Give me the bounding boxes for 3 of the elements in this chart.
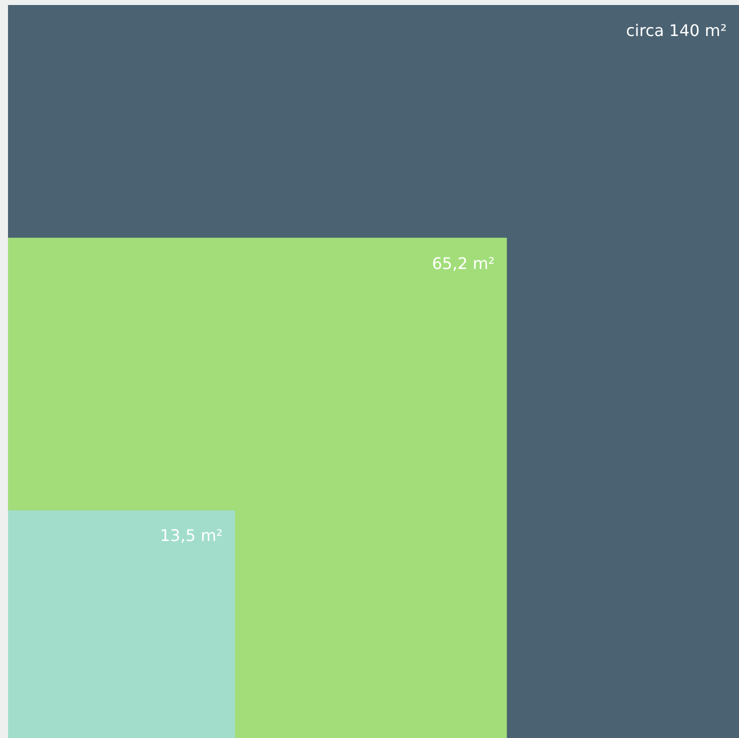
data-label: 13,5 m²	[160, 526, 223, 545]
data-label: circa 140 m²	[626, 21, 727, 40]
data-label: 65,2 m²	[432, 254, 495, 273]
